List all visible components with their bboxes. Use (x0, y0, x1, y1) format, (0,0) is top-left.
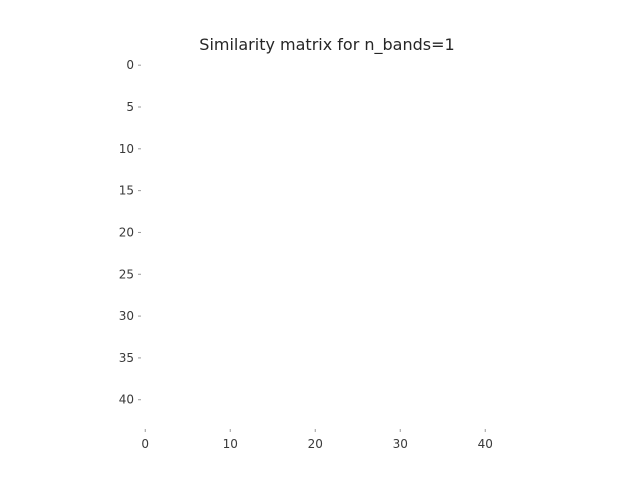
matrix-cells (141, 61, 515, 429)
x-axis: 0 10 20 30 40 (141, 429, 493, 451)
y-tick-label: 15 (119, 184, 134, 198)
y-tick-label: 30 (119, 309, 134, 323)
matrix-image (141, 61, 515, 429)
y-tick-label: 40 (119, 393, 134, 407)
x-tick-label: 0 (141, 437, 149, 451)
y-tick-label: 25 (119, 267, 134, 281)
y-axis: 0 5 10 15 20 25 30 35 40 (119, 58, 141, 407)
chart-title: Similarity matrix for n_bands=1 (199, 35, 454, 55)
y-tick-label: 5 (126, 100, 134, 114)
y-tick-label: 20 (119, 225, 134, 239)
y-tick-label: 10 (119, 142, 134, 156)
x-tick-label: 20 (308, 437, 323, 451)
y-tick-label: 35 (119, 351, 134, 365)
x-tick-label: 10 (223, 437, 238, 451)
y-tick-label: 0 (126, 58, 134, 72)
x-tick-label: 40 (478, 437, 493, 451)
x-tick-label: 30 (393, 437, 408, 451)
